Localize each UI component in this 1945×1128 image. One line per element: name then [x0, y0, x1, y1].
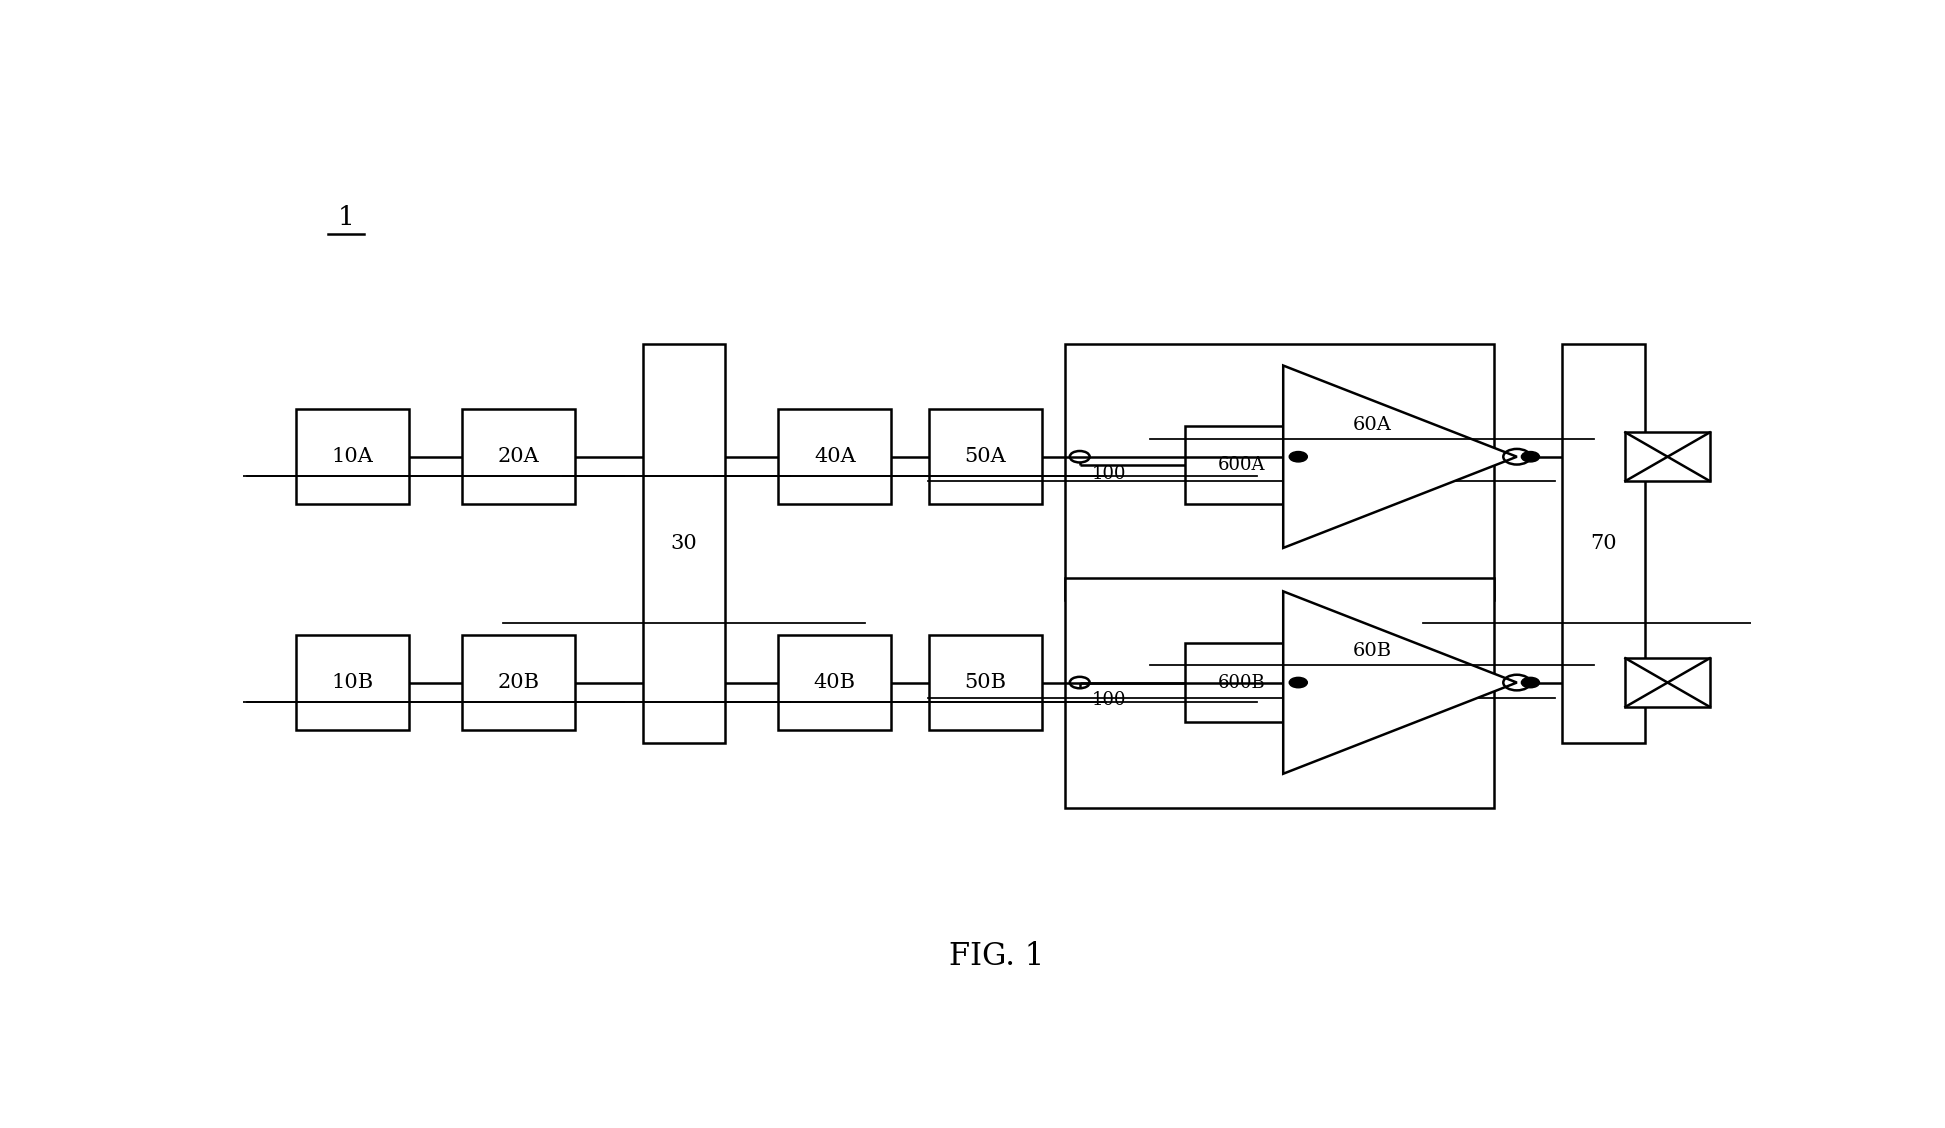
Bar: [1626, 432, 1710, 481]
Bar: [461, 635, 574, 730]
Text: 10B: 10B: [331, 673, 373, 693]
Bar: [1626, 659, 1710, 707]
Text: 600B: 600B: [1218, 673, 1266, 691]
Polygon shape: [1284, 365, 1517, 548]
Bar: [1064, 344, 1494, 600]
Circle shape: [1521, 677, 1540, 688]
Text: 40B: 40B: [813, 673, 856, 693]
Bar: [296, 409, 408, 504]
Text: 20B: 20B: [498, 673, 539, 693]
Text: 70: 70: [1591, 534, 1616, 553]
Bar: [296, 635, 408, 730]
Text: 600A: 600A: [1218, 457, 1266, 475]
Text: 1: 1: [336, 205, 354, 230]
Text: 60B: 60B: [1352, 642, 1391, 660]
Text: FIG. 1: FIG. 1: [949, 941, 1044, 971]
Text: 20A: 20A: [498, 447, 539, 466]
Text: 50A: 50A: [965, 447, 1006, 466]
Bar: [778, 409, 891, 504]
Bar: [1064, 579, 1494, 809]
Text: 100: 100: [1091, 691, 1126, 710]
Bar: [930, 409, 1043, 504]
Bar: [778, 635, 891, 730]
Polygon shape: [1284, 591, 1517, 774]
Bar: [1562, 344, 1645, 743]
Circle shape: [1521, 451, 1540, 462]
Text: 100: 100: [1091, 466, 1126, 484]
Bar: [1185, 643, 1297, 722]
Text: 30: 30: [671, 534, 698, 553]
Circle shape: [1290, 451, 1307, 462]
Text: 10A: 10A: [331, 447, 373, 466]
Bar: [1185, 426, 1297, 504]
Text: 50B: 50B: [965, 673, 1006, 693]
Text: 60A: 60A: [1352, 416, 1391, 434]
Bar: [930, 635, 1043, 730]
Circle shape: [1290, 677, 1307, 688]
Bar: [642, 344, 725, 743]
Text: 40A: 40A: [813, 447, 856, 466]
Bar: [461, 409, 574, 504]
